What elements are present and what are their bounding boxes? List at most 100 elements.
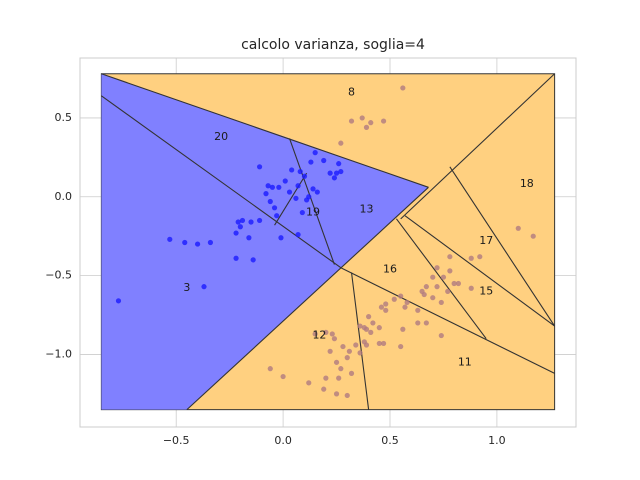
point-s1-62 [336, 375, 342, 381]
point-s0-26 [293, 195, 299, 201]
point-s1-18 [445, 288, 451, 294]
point-s1-69 [312, 331, 318, 337]
split-line-0 [101, 73, 429, 188]
point-s0-40 [336, 161, 342, 167]
point-s1-44 [361, 339, 367, 345]
point-s1-27 [423, 320, 429, 326]
point-s0-16 [265, 183, 271, 189]
point-s1-50 [323, 329, 329, 335]
region-label-18: 18 [520, 177, 534, 190]
point-s0-37 [327, 170, 333, 176]
point-s1-58 [333, 359, 340, 365]
point-s0-15 [263, 191, 269, 197]
point-s1-5 [359, 115, 365, 121]
region-label-12: 12 [312, 329, 326, 342]
point-s0-34 [312, 150, 318, 156]
point-s1-56 [357, 350, 363, 356]
point-s0-43 [299, 209, 305, 216]
point-s1-14 [440, 274, 447, 280]
point-s0-5 [201, 284, 207, 290]
point-s1-31 [398, 293, 404, 299]
point-s0-39 [333, 170, 340, 176]
point-s1-65 [344, 392, 350, 399]
point-s1-25 [415, 307, 421, 313]
point-s1-32 [391, 296, 397, 302]
point-s1-29 [404, 299, 410, 306]
point-s1-48 [415, 320, 421, 326]
point-s0-28 [297, 168, 303, 175]
chart-title: calcolo varianza, soglia=4 [241, 37, 425, 53]
point-s0-35 [314, 189, 320, 195]
point-s1-34 [378, 304, 385, 310]
axes-frame [79, 57, 577, 428]
point-s1-16 [451, 280, 457, 287]
point-s1-15 [430, 274, 436, 280]
point-s0-18 [267, 198, 273, 205]
region-labels: 8 20 19 13 18 17 16 15 3 12 11 [183, 86, 533, 369]
y-tick-label-3: −1.0 [45, 347, 72, 360]
point-s1-26 [438, 299, 444, 306]
point-s0-24 [286, 189, 293, 195]
split-line-9 [449, 166, 556, 327]
x-tick-label-2: 0.5 [381, 434, 399, 447]
point-s0-29 [301, 173, 308, 179]
point-s0-19 [271, 205, 278, 211]
split-line-3 [274, 172, 308, 226]
point-s0-12 [250, 257, 256, 263]
region-label-3: 3 [183, 281, 190, 294]
point-s0-27 [295, 183, 301, 189]
split-line-6 [340, 267, 555, 374]
x-tick-label-3: 1.0 [488, 434, 506, 447]
point-s1-53 [340, 343, 346, 350]
point-s1-38 [368, 329, 374, 335]
point-s1-52 [331, 336, 338, 342]
point-s1-21 [423, 284, 429, 290]
point-s0-44 [256, 164, 263, 170]
point-s0-42 [295, 232, 301, 238]
point-s0-1 [167, 236, 173, 242]
split-line-2 [288, 138, 335, 265]
y-tick-label-1: 0.0 [55, 190, 73, 203]
point-s1-30 [402, 304, 408, 310]
point-s0-8 [239, 217, 246, 224]
decision-regions [100, 73, 556, 411]
point-s1-49 [380, 340, 387, 347]
split-line-5 [400, 73, 555, 220]
point-s0-20 [274, 213, 280, 219]
point-s1-20 [434, 284, 440, 290]
point-s1-54 [346, 348, 352, 354]
point-s0-38 [331, 175, 338, 181]
split-line-7 [350, 272, 370, 410]
split-line-8 [395, 218, 487, 340]
point-s1-51 [329, 331, 335, 337]
point-s0-31 [306, 194, 312, 200]
x-tick-label-1: 0.0 [274, 434, 292, 447]
point-s1-55 [353, 342, 359, 348]
point-s1-41 [357, 323, 363, 329]
point-s1-67 [267, 366, 273, 372]
point-s0-17 [269, 184, 276, 190]
point-s1-61 [323, 375, 329, 381]
point-s0-7 [235, 219, 241, 225]
point-s1-66 [306, 380, 312, 386]
point-s1-60 [338, 366, 344, 372]
point-s1-46 [400, 326, 406, 332]
point-s0-6 [233, 230, 239, 236]
split-lines [101, 73, 556, 411]
point-s1-19 [468, 285, 474, 291]
point-s0-10 [246, 235, 252, 241]
region-label-19: 19 [306, 206, 320, 219]
point-s1-63 [321, 386, 327, 392]
point-s0-41 [338, 168, 344, 175]
point-s1-3 [363, 124, 370, 130]
point-s1-11 [447, 254, 453, 260]
point-s1-24 [430, 295, 436, 301]
point-s1-17 [455, 280, 462, 287]
point-s1-40 [361, 325, 367, 331]
point-s1-8 [530, 233, 536, 239]
point-s1-37 [376, 325, 382, 331]
point-s1-1 [338, 140, 344, 146]
point-s1-13 [434, 265, 440, 271]
point-s0-0 [115, 298, 122, 304]
